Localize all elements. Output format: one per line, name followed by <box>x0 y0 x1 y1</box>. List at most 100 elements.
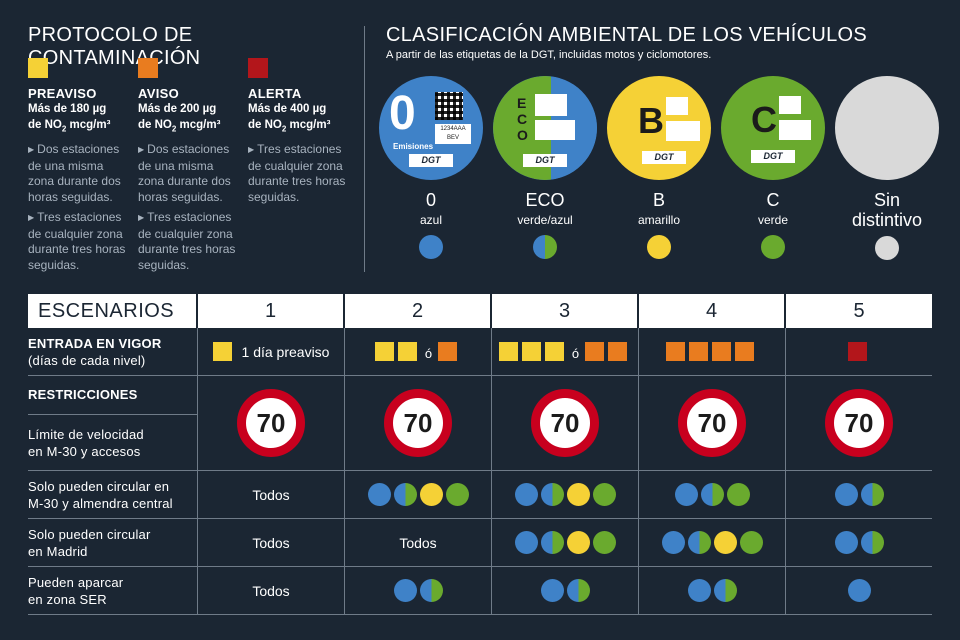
label-dot-icon <box>393 579 417 602</box>
table-cell <box>847 342 871 361</box>
table-cell <box>392 579 444 602</box>
label-dot-icon <box>566 483 590 506</box>
level-day-square <box>735 342 754 361</box>
sticker-plate: 1234AAA BEV <box>435 124 471 144</box>
label-dot-icon <box>419 579 443 602</box>
table-cell: Todos <box>198 471 345 518</box>
all-vehicles-text: Todos <box>399 534 437 551</box>
level-day-square <box>544 342 564 361</box>
table-cell <box>345 567 492 614</box>
sticker-letter: 0 <box>389 87 416 140</box>
entry-scenario-3: ó <box>492 328 639 375</box>
label-dot-icon <box>700 483 724 506</box>
qr-code-icon <box>435 92 463 120</box>
label-dot-icon <box>674 483 698 506</box>
sticker-letter: E <box>517 95 527 111</box>
dgt-logo: DGT <box>751 150 795 163</box>
level-condition: Tres estaciones de cualquier zona durant… <box>138 210 240 273</box>
tag-color-name: verde <box>757 213 789 227</box>
entry-scenario-4 <box>639 328 786 375</box>
vehicle-classification: CLASIFICACIÓN AMBIENTAL DE LOS VEHÍCULOS… <box>379 24 946 274</box>
label-dot-icon <box>540 579 564 602</box>
table-cell <box>686 579 738 602</box>
label-dot-icon <box>834 531 858 554</box>
yellow-dot-icon <box>647 235 671 259</box>
table-cell <box>492 471 639 518</box>
blue-dot-icon <box>419 235 443 259</box>
table-cell <box>846 579 872 602</box>
label-dot-icon <box>687 531 711 554</box>
entry-text: 1 día preaviso <box>241 343 330 360</box>
level-threshold: Más de 180 µg de NO2 mcg/m³ <box>28 103 111 134</box>
table-cell <box>639 471 786 518</box>
all-vehicles-text: Todos <box>252 534 290 551</box>
label-dot-icon <box>860 483 884 506</box>
label-dot-icon <box>860 531 884 554</box>
label-dot-icon <box>834 483 858 506</box>
level-threshold: Más de 200 µg de NO2 mcg/m³ <box>138 103 221 134</box>
label-dot-icon <box>445 483 469 506</box>
table-cell <box>513 483 617 506</box>
speed-limit-70-icon: 70 <box>384 389 452 457</box>
or-text: ó <box>571 346 580 361</box>
level-day-square <box>666 342 685 361</box>
table-row-entrada: ENTRADA EN VIGOR (días de cada nivel) 1 d… <box>28 328 932 376</box>
entry-scenario-1: 1 día preaviso <box>198 328 345 375</box>
table-row-speed: RESTRICCIONES Límite de velocidad en M-30… <box>28 376 932 471</box>
entry-scenario-5 <box>786 328 932 375</box>
table-cell <box>345 471 492 518</box>
all-vehicles-text: Todos <box>252 582 290 599</box>
preaviso-swatch <box>28 58 48 78</box>
table-cell <box>539 579 591 602</box>
level-day-square <box>397 342 417 361</box>
label-dot-icon <box>847 579 871 602</box>
speed-limit-70-icon: 70 <box>531 389 599 457</box>
tag-name: Sin distintivo <box>851 190 923 230</box>
all-vehicles-text: Todos <box>252 486 290 503</box>
label-dot-icon <box>367 483 391 506</box>
header-scenario-1: 1 <box>198 294 345 328</box>
table-cell: Todos <box>345 519 492 566</box>
level-day-square <box>712 342 731 361</box>
level-day-square <box>438 342 458 361</box>
label-dot-icon <box>540 531 564 554</box>
label-dot-icon <box>566 579 590 602</box>
label-dot-icon <box>419 483 443 506</box>
table-row-madrid: Solo pueden circular en Madrid Todos Todo… <box>28 519 932 567</box>
speed-limit-70-icon: 70 <box>678 389 746 457</box>
level-condition: Tres estaciones de cualquier zona durant… <box>28 210 130 273</box>
row-label: Solo pueden circular en M-30 y almendra c… <box>28 471 198 518</box>
level-day-square <box>847 342 867 361</box>
sticker-box <box>535 120 575 140</box>
table-cell <box>666 342 758 361</box>
label-c-sticker: C DGT <box>721 76 825 180</box>
table-cell <box>833 531 885 554</box>
table-cell <box>492 567 639 614</box>
row-label: Pueden aparcar en zona SER <box>28 567 198 614</box>
label-dot-icon <box>713 531 737 554</box>
speed-limit-70-icon: 70 <box>237 389 305 457</box>
tag-name: 0 <box>425 190 436 210</box>
table-cell: Todos <box>198 567 345 614</box>
label-dot-icon <box>726 483 750 506</box>
aviso-swatch <box>138 58 158 78</box>
label-dot-icon <box>514 531 538 554</box>
level-day-square <box>521 342 541 361</box>
header-scenario-3: 3 <box>492 294 639 328</box>
row-label-text: Solo pueden circular en Madrid <box>28 526 151 559</box>
table-row-ser: Pueden aparcar en zona SER Todos <box>28 567 932 615</box>
dgt-logo: DGT <box>409 154 453 167</box>
table-cell <box>673 483 751 506</box>
level-day-square <box>585 342 605 361</box>
label-dot-icon <box>566 531 590 554</box>
table-cell <box>786 567 932 614</box>
table-cell: ó <box>498 342 631 361</box>
table-row-m30: Solo pueden circular en M-30 y almendra c… <box>28 471 932 519</box>
label-dot-icon <box>592 531 616 554</box>
sticker-letter: C <box>751 99 777 140</box>
table-cell: ó <box>374 342 461 361</box>
level-condition: Dos estaciones de una misma zona durante… <box>28 142 130 205</box>
table-header: ESCENARIOS 1 2 3 4 5 <box>28 294 932 328</box>
label-dot-icon <box>739 531 763 554</box>
